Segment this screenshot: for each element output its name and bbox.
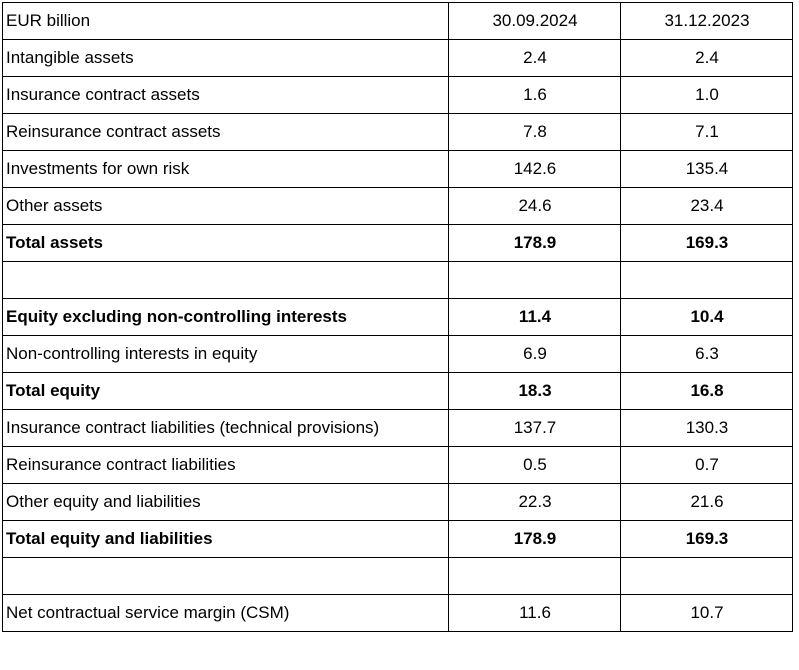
value-2023: 23.4 (620, 187, 793, 225)
row-label: Other assets (2, 187, 449, 225)
table-row-total-equity-and-liabilities: Total equity and liabilities 178.9 169.3 (2, 520, 793, 558)
table-row-spacer (2, 261, 793, 299)
value-2024 (448, 557, 621, 595)
row-label: Non-controlling interests in equity (2, 335, 449, 373)
row-label: Reinsurance contract liabilities (2, 446, 449, 484)
value-2023: 130.3 (620, 409, 793, 447)
table-row-total-assets: Total assets 178.9 169.3 (2, 224, 793, 262)
value-2024: 11.4 (448, 298, 621, 336)
value-2024: 24.6 (448, 187, 621, 225)
value-2024: 178.9 (448, 520, 621, 558)
value-2024: 1.6 (448, 76, 621, 114)
value-2023: 1.0 (620, 76, 793, 114)
row-label: Intangible assets (2, 39, 449, 77)
value-2023 (620, 557, 793, 595)
value-2024: 178.9 (448, 224, 621, 262)
table-row-net-csm: Net contractual service margin (CSM) 11.… (2, 594, 793, 632)
row-label (2, 261, 449, 299)
table-row: Insurance contract assets 1.6 1.0 (2, 76, 793, 114)
value-2023: 7.1 (620, 113, 793, 151)
value-2023: 16.8 (620, 372, 793, 410)
value-2024: 137.7 (448, 409, 621, 447)
value-2024: 6.9 (448, 335, 621, 373)
row-label: Reinsurance contract assets (2, 113, 449, 151)
table-row: Other assets 24.6 23.4 (2, 187, 793, 225)
table-row: Non-controlling interests in equity 6.9 … (2, 335, 793, 373)
value-2023: 2.4 (620, 39, 793, 77)
row-label: Equity excluding non-controlling interes… (2, 298, 449, 336)
value-2024: 11.6 (448, 594, 621, 632)
row-label: Net contractual service margin (CSM) (2, 594, 449, 632)
table-row: Insurance contract liabilities (technica… (2, 409, 793, 447)
value-2023: 10.7 (620, 594, 793, 632)
value-2023: 10.4 (620, 298, 793, 336)
table-row: Reinsurance contract liabilities 0.5 0.7 (2, 446, 793, 484)
balance-sheet-table: EUR billion 30.09.2024 31.12.2023 Intang… (2, 2, 793, 632)
value-2023 (620, 261, 793, 299)
row-label (2, 557, 449, 595)
table-row: Other equity and liabilities 22.3 21.6 (2, 483, 793, 521)
value-2024: 0.5 (448, 446, 621, 484)
column-header-date-2023: 31.12.2023 (620, 2, 793, 40)
row-label: Other equity and liabilities (2, 483, 449, 521)
table-header-row: EUR billion 30.09.2024 31.12.2023 (2, 2, 793, 40)
table-row: Reinsurance contract assets 7.8 7.1 (2, 113, 793, 151)
value-2024: 22.3 (448, 483, 621, 521)
table-row: Investments for own risk 142.6 135.4 (2, 150, 793, 188)
value-2024: 7.8 (448, 113, 621, 151)
value-2024: 142.6 (448, 150, 621, 188)
table-row-total-equity: Total equity 18.3 16.8 (2, 372, 793, 410)
row-label: Total equity (2, 372, 449, 410)
value-2023: 6.3 (620, 335, 793, 373)
value-2023: 0.7 (620, 446, 793, 484)
row-label: Insurance contract assets (2, 76, 449, 114)
row-label: Investments for own risk (2, 150, 449, 188)
column-header-eur-billion: EUR billion (2, 2, 449, 40)
row-label: Insurance contract liabilities (technica… (2, 409, 449, 447)
column-header-date-2024: 30.09.2024 (448, 2, 621, 40)
value-2024: 2.4 (448, 39, 621, 77)
table-row-equity-excl-nci: Equity excluding non-controlling interes… (2, 298, 793, 336)
table-row: Intangible assets 2.4 2.4 (2, 39, 793, 77)
value-2023: 169.3 (620, 520, 793, 558)
value-2024: 18.3 (448, 372, 621, 410)
value-2023: 21.6 (620, 483, 793, 521)
row-label: Total equity and liabilities (2, 520, 449, 558)
row-label: Total assets (2, 224, 449, 262)
value-2023: 169.3 (620, 224, 793, 262)
value-2024 (448, 261, 621, 299)
table-row-spacer (2, 557, 793, 595)
value-2023: 135.4 (620, 150, 793, 188)
